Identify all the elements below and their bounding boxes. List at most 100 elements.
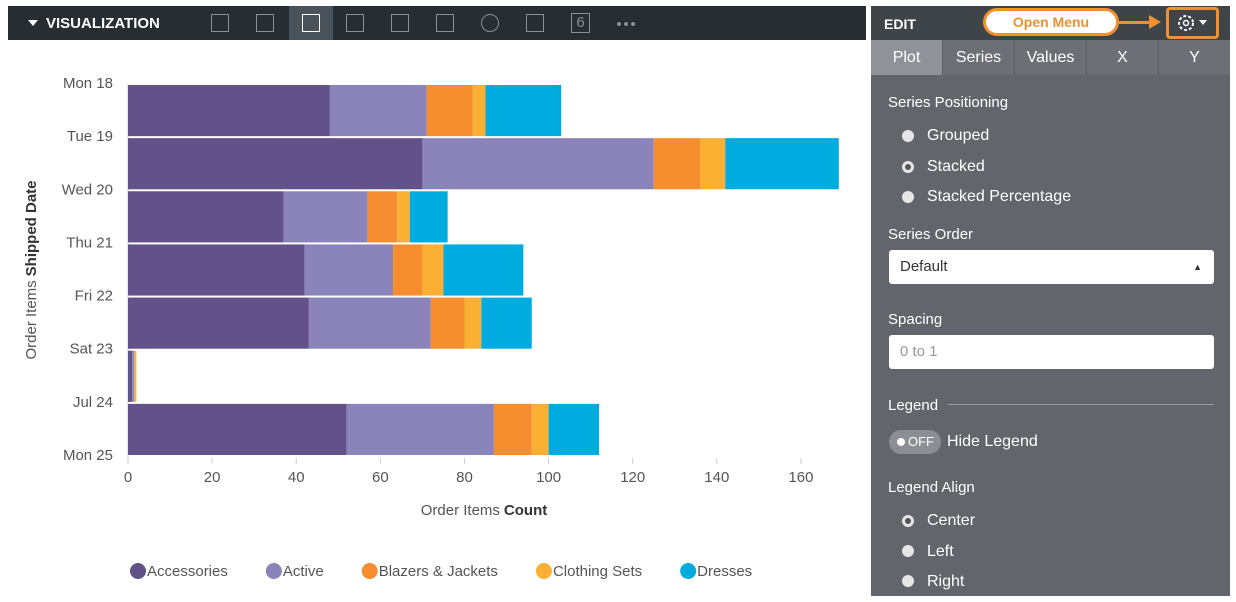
edit-panel: EDIT Open Menu Plot Series Values X Y Se… (871, 6, 1230, 596)
divider (948, 404, 1214, 405)
scatter-icon[interactable] (346, 14, 364, 32)
x-tick-label: 120 (620, 469, 645, 486)
y-tick-label: Wed 20 (62, 181, 113, 198)
legend-swatch (361, 563, 378, 579)
select-value: Default (900, 258, 948, 275)
bar-segment (548, 403, 600, 455)
radio[interactable] (902, 515, 914, 527)
bar-segment (134, 350, 137, 402)
toolbar: VISUALIZATION 6 (8, 6, 866, 40)
x-tick-label: 0 (124, 469, 132, 486)
tab[interactable]: Series (943, 40, 1015, 75)
column-icon[interactable] (256, 14, 274, 32)
y-tick-label: Mon 25 (63, 447, 113, 464)
panel-title: EDIT (884, 16, 916, 32)
section-label: Spacing (888, 311, 943, 328)
tabs: Plot Series Values X Y (871, 40, 1230, 75)
bar-segment (367, 191, 398, 243)
x-tick-label: 140 (704, 469, 729, 486)
x-tick-label: 40 (288, 469, 305, 486)
radio[interactable] (902, 161, 914, 173)
toolbar-title[interactable]: VISUALIZATION (46, 15, 160, 32)
radio[interactable] (902, 130, 914, 142)
bar-segment (653, 138, 700, 190)
bar-segment (128, 297, 309, 349)
bar-segment (308, 297, 431, 349)
y-tick-label: Mon 18 (63, 75, 113, 92)
radio-label[interactable]: Stacked (927, 158, 985, 175)
bar-segment (472, 85, 486, 137)
x-tick-label: 60 (372, 469, 389, 486)
bar-segment (392, 244, 423, 296)
radio-label[interactable]: Right (927, 573, 965, 590)
legend-swatch (680, 563, 697, 579)
bar-segment (426, 85, 473, 137)
select[interactable]: Default ▲ (889, 250, 1214, 284)
pie-icon[interactable] (481, 14, 499, 32)
more-dot[interactable] (631, 22, 635, 26)
x-tick-label: 160 (788, 469, 813, 486)
map-icon[interactable] (526, 14, 544, 32)
annotation-arrowhead (1149, 15, 1161, 29)
tab[interactable]: Values (1015, 40, 1087, 75)
annotation: Open Menu (983, 8, 1119, 36)
radio-label[interactable]: Center (927, 512, 976, 529)
more-dot[interactable] (624, 22, 628, 26)
gear-caret (1199, 20, 1207, 25)
line-icon[interactable] (391, 14, 409, 32)
bar-segment (329, 85, 427, 137)
y-axis-field: Order Items (23, 280, 40, 359)
input[interactable]: 0 to 1 (889, 335, 1214, 369)
bar-segment (481, 297, 532, 349)
area-icon[interactable] (436, 14, 454, 32)
single-value-icon[interactable]: 6 (571, 13, 590, 33)
gear-outline (1178, 15, 1194, 31)
bar-segment (128, 191, 284, 243)
bar-segment (531, 403, 549, 455)
x-axis-name: Count (504, 502, 547, 519)
legend-label: Blazers & Jackets (379, 563, 498, 580)
bar-segment (304, 244, 393, 296)
section-label: Legend Align (888, 479, 975, 496)
bar-segment (128, 403, 347, 455)
bar-segment (493, 403, 532, 455)
collapse-icon[interactable] (28, 20, 38, 26)
radio[interactable] (902, 575, 914, 587)
gear-hub (1182, 19, 1190, 27)
selected-chart-type[interactable] (289, 6, 333, 40)
bar-icon[interactable] (302, 14, 320, 32)
radio[interactable] (902, 191, 914, 203)
x-tick-label: 100 (536, 469, 561, 486)
y-tick-label: Jul 24 (73, 394, 113, 411)
radio-label[interactable]: Stacked Percentage (927, 188, 1072, 205)
y-axis-name: Shipped Date (23, 180, 40, 276)
toggle[interactable]: OFF (889, 430, 941, 454)
legend-label: Accessories (147, 563, 228, 580)
bar-segment (128, 85, 330, 137)
section-label: Series Positioning (888, 94, 1009, 111)
bar-segment (700, 138, 726, 190)
x-tick-label: 80 (456, 469, 473, 486)
y-axis-title: Order Items Shipped Date (23, 180, 40, 359)
legend-label: Dresses (697, 563, 752, 580)
tab[interactable]: X (1087, 40, 1159, 75)
table-icon[interactable] (211, 14, 229, 32)
bar-segment (128, 138, 423, 190)
radio[interactable] (902, 545, 914, 557)
section-label: Legend (888, 397, 939, 414)
chart: Order Items Shipped Date Order Items Count… (23, 75, 839, 580)
radio-label[interactable]: Grouped (927, 127, 990, 144)
bar-segment (464, 297, 482, 349)
bar-segment (725, 138, 839, 190)
radio-label[interactable]: Left (927, 543, 954, 560)
bar-segment (409, 191, 448, 243)
input-placeholder: 0 to 1 (900, 343, 938, 360)
bar-segment (422, 138, 654, 190)
gear-icon (1178, 15, 1207, 31)
gear-menu[interactable] (1166, 7, 1219, 39)
more-dot[interactable] (617, 22, 621, 26)
tab[interactable]: Y (1189, 49, 1200, 66)
bar-segment (443, 244, 524, 296)
tab[interactable]: Plot (871, 40, 943, 75)
